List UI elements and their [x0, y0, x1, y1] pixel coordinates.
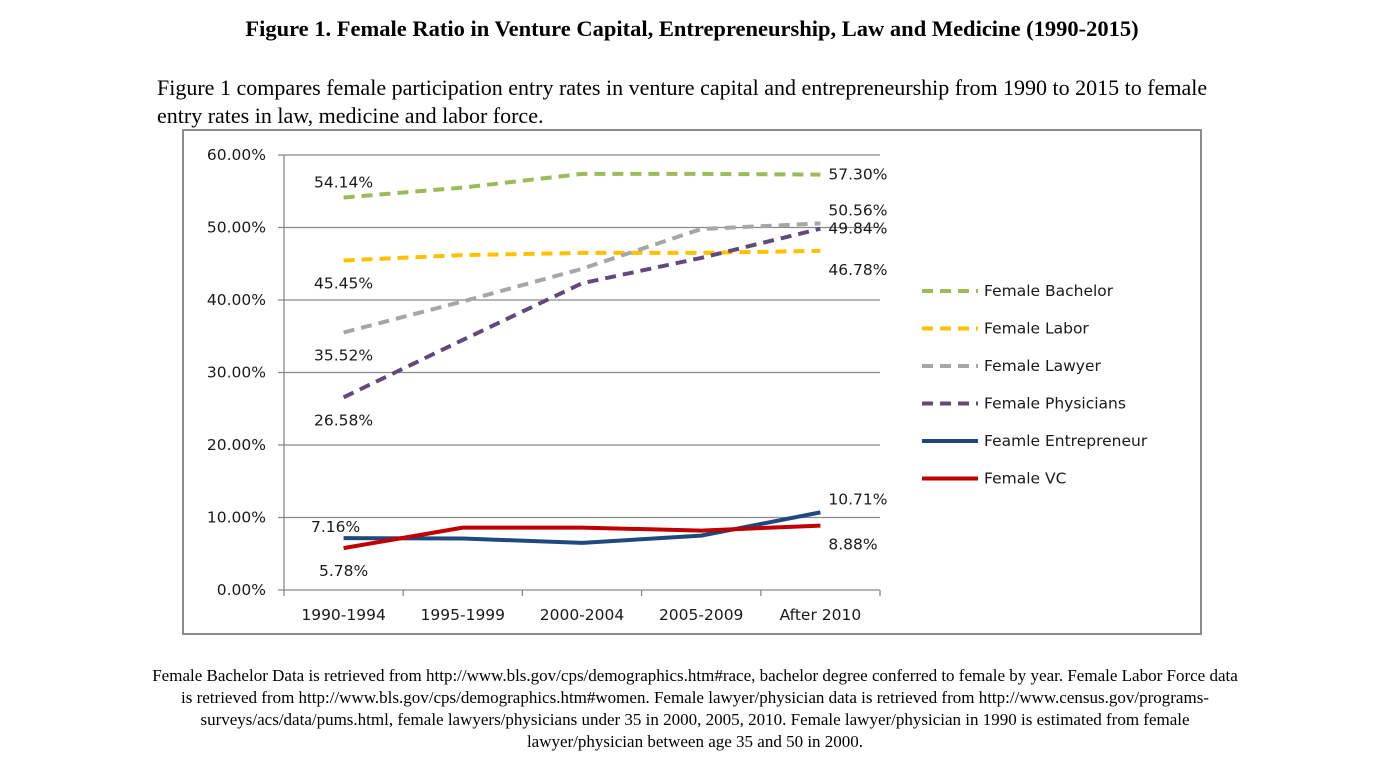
y-tick-label: 50.00%: [207, 219, 266, 237]
legend-label-female-physicians: Female Physicians: [984, 395, 1126, 413]
legend: Female Bachelor Female Labor Female Lawyer…: [922, 282, 1148, 488]
data-label: 57.30%: [828, 166, 887, 184]
data-label: 26.58%: [314, 411, 373, 429]
data-label: 5.78%: [319, 562, 368, 580]
data-label: 49.84%: [828, 220, 887, 238]
data-label: 8.88%: [828, 536, 877, 554]
data-labels: 54.14% 57.30% 45.45% 46.78% 35.52% 50.56% 26.5…: [311, 166, 888, 581]
series-line-female-bachelor: [343, 171, 821, 200]
intro-paragraph: Figure 1 compares female participation e…: [157, 75, 1208, 128]
x-tick-label: 1995-1999: [421, 606, 506, 624]
y-tick-label: 60.00%: [207, 146, 266, 164]
data-label: 35.52%: [314, 346, 373, 364]
legend-label-female-labor: Female Labor: [984, 320, 1089, 338]
data-label: 45.45%: [314, 274, 373, 292]
y-tick-label: 20.00%: [207, 436, 266, 454]
line-chart: 0.00% 10.00% 20.00% 30.00% 40.00% 50.00% 60.00…: [207, 146, 1148, 624]
x-tick-label: After 2010: [780, 606, 862, 624]
footnote: Female Bachelor Data is retrieved from h…: [152, 666, 1238, 751]
data-label: 50.56%: [828, 201, 887, 219]
data-label: 7.16%: [311, 518, 360, 536]
x-tick-label: 1990-1994: [301, 606, 386, 624]
y-tick-label: 40.00%: [207, 291, 266, 309]
legend-label-female-lawyer: Female Lawyer: [984, 357, 1101, 375]
series-line-female-labor: [343, 248, 821, 263]
y-tick-label: 10.00%: [207, 509, 266, 527]
figure-title: Figure 1. Female Ratio in Venture Capita…: [245, 16, 1139, 41]
data-label: 10.71%: [828, 490, 887, 508]
x-tick-label: 2000-2004: [540, 606, 625, 624]
legend-label-feamle-entrepreneur: Feamle Entrepreneur: [984, 432, 1148, 450]
legend-label-female-bachelor: Female Bachelor: [984, 282, 1114, 300]
legend-label-female-vc: Female VC: [984, 470, 1066, 488]
y-tick-label: 0.00%: [217, 581, 266, 599]
y-tick-label: 30.00%: [207, 364, 266, 382]
data-label: 54.14%: [314, 173, 373, 191]
data-label: 46.78%: [828, 261, 887, 279]
series-line-female-lawyer: [343, 221, 821, 335]
x-tick-label: 2005-2009: [659, 606, 744, 624]
series-lines: [342, 171, 821, 551]
chart-frame: [182, 129, 1202, 635]
gridlines: [284, 154, 880, 519]
series-line-female-vc: [343, 523, 821, 551]
axes: 0.00% 10.00% 20.00% 30.00% 40.00% 50.00% 60.00…: [207, 146, 881, 624]
